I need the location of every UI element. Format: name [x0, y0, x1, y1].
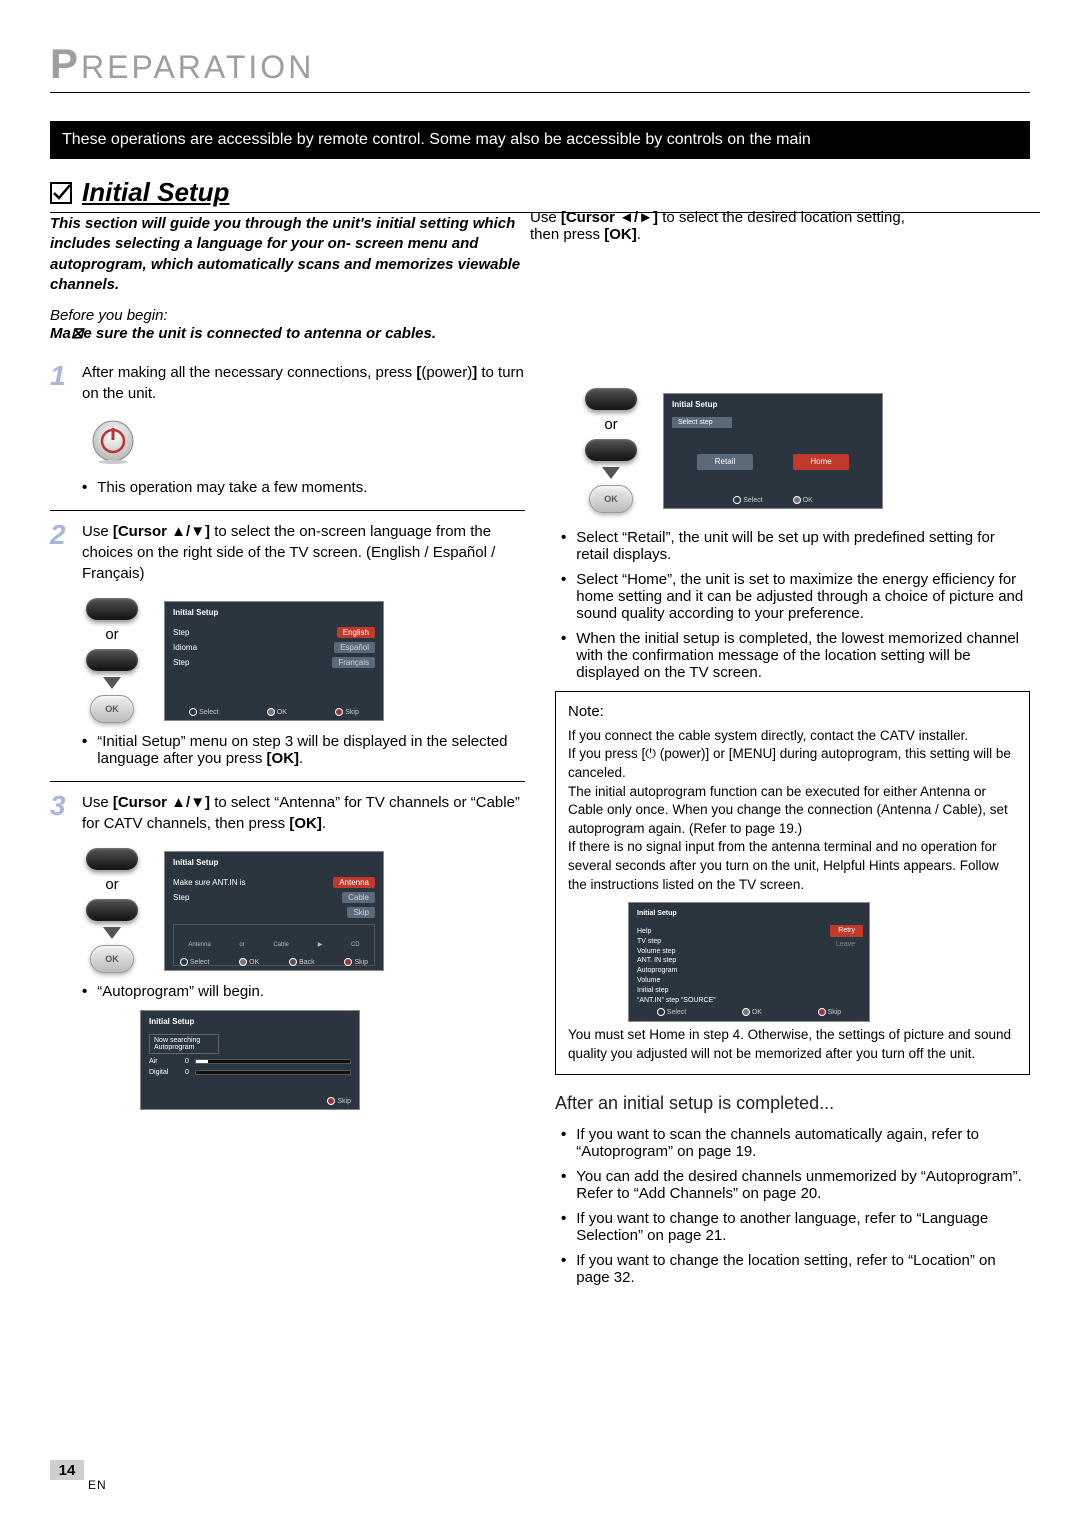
tv-screen-location: Initial Setup Select step Retail Home Se… [663, 393, 883, 509]
before-make: Ma⊠e sure the unit is connected to anten… [50, 324, 570, 342]
note-heading: Note: [568, 702, 1017, 723]
rocker-down-icon [585, 439, 637, 461]
rocker-up-icon [86, 848, 138, 870]
chapter-cap: P [50, 40, 81, 87]
rule-step1 [50, 510, 525, 511]
or-3: or [604, 416, 617, 433]
rocker-up-icon [585, 388, 637, 410]
after-b4: •If you want to change the location sett… [555, 1252, 1030, 1286]
remote-cluster-3: or OK [585, 388, 637, 513]
chapter-title: PREPARATION [50, 40, 1030, 88]
or-2: or [105, 876, 118, 893]
checkbox-icon [50, 182, 72, 204]
step2-bullet: • “Initial Setup” menu on step 3 will be… [50, 733, 525, 767]
step-number-1: 1 [50, 362, 72, 404]
rocker-up-icon [86, 598, 138, 620]
ok-button-icon: OK [589, 485, 633, 513]
before-label: Before you begin: [50, 307, 570, 324]
chapter-rest: REPARATION [81, 49, 314, 85]
left-column: 1 After making all the necessary connect… [50, 352, 525, 1286]
arrow-down-icon [103, 677, 121, 689]
ok-button-icon: OK [90, 945, 134, 973]
after-heading: After an initial setup is completed... [555, 1093, 1030, 1114]
step-2-body: Use [Cursor ▲/▼] to select the on-screen… [82, 521, 525, 584]
tv-screen-autoprogram: Initial Setup Now searching Autoprogram … [140, 1010, 360, 1110]
power-button-icon [90, 418, 525, 469]
rule-top [50, 92, 1030, 93]
after-b1: •If you want to scan the channels automa… [555, 1126, 1030, 1160]
ops-banner: These operations are accessible by remot… [50, 121, 1030, 159]
arrow-down-icon [602, 467, 620, 479]
ok-button-icon: OK [90, 695, 134, 723]
step-3-body: Use [Cursor ▲/▼] to select “Antenna” for… [82, 792, 525, 834]
or-1: or [105, 626, 118, 643]
note-box: Note: If you connect the cable system di… [555, 691, 1030, 1075]
rc-bullet-2: •Select “Home”, the unit is set to maxim… [555, 571, 1030, 622]
remote-cluster-2: or OK [86, 848, 138, 973]
tv-screen-antenna: Initial Setup Make sure ANT.IN isAntenna… [164, 851, 384, 971]
intro-text: This section will guide you through the … [50, 214, 570, 295]
after-b3: •If you want to change to another langua… [555, 1210, 1030, 1244]
page-number: 14 EN [50, 1460, 107, 1492]
after-b2: •You can add the desired channels unmemo… [555, 1168, 1030, 1202]
rocker-down-icon [86, 899, 138, 921]
tv-screen-hints: Initial Setup Help TV step Volume step A… [628, 902, 870, 1022]
step1-bullet: • This operation may take a few moments. [50, 479, 525, 496]
step-1-body: After making all the necessary connectio… [82, 362, 525, 404]
section-title: Initial Setup [82, 177, 229, 208]
rc-bullet-3: •When the initial setup is completed, th… [555, 630, 1030, 681]
arrow-down-icon [103, 927, 121, 939]
rule-step2 [50, 781, 525, 782]
step-number-2: 2 [50, 521, 72, 584]
step3-bullet: • “Autoprogram” will begin. [50, 983, 525, 1000]
rocker-down-icon [86, 649, 138, 671]
tv-screen-language: Initial Setup StepEnglish IdiomaEspañol … [164, 601, 384, 721]
step4-text: Use [Cursor ◄/►] to select the desired l… [530, 209, 905, 243]
rc-bullet-1: •Select “Retail”, the unit will be set u… [555, 529, 1030, 563]
remote-cluster-1: or OK [86, 598, 138, 723]
right-column: or OK Initial Setup Select step Retail H… [555, 352, 1030, 1286]
step-number-3: 3 [50, 792, 72, 834]
